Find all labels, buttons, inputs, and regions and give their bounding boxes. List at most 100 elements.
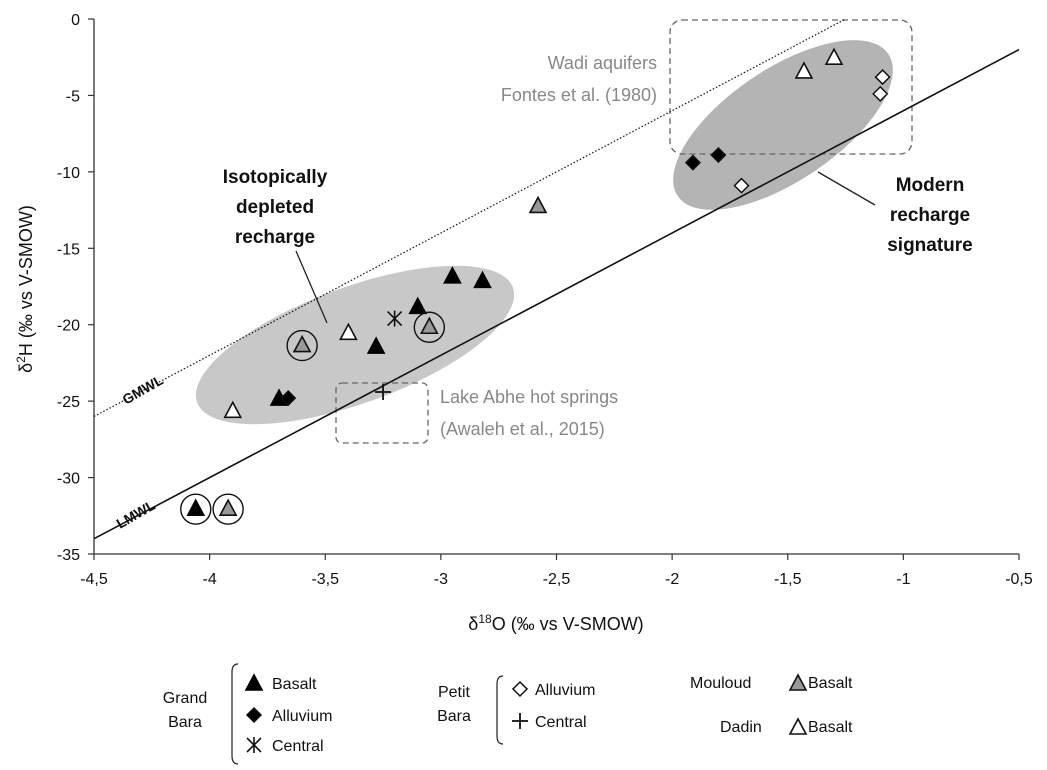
triangle-shape — [186, 498, 206, 516]
legend-item-petit-bara-alluvium: Alluvium — [535, 682, 595, 699]
dadin-basalt-point — [824, 47, 844, 66]
legend-group-petit-bara-line2: Bara — [437, 708, 471, 725]
petit-bara-alluvium-point — [872, 85, 889, 102]
modern-label-line1: Modern — [896, 175, 965, 196]
depleted-recharge-ellipse — [195, 265, 515, 425]
triangle-shape — [292, 334, 312, 353]
triangle-shape — [218, 498, 238, 516]
wadi-label-line1: Wadi aquifers — [548, 53, 657, 73]
grand-bara-alluvium-point — [710, 146, 727, 164]
legend-item-petit-bara-central: Central — [535, 714, 587, 731]
lake-abhe-box — [335, 382, 429, 444]
y-tick-label: 0 — [71, 12, 80, 29]
grand-bara-basalt-point — [473, 270, 492, 289]
legend-markers — [244, 673, 808, 753]
data-markers — [180, 47, 891, 525]
axes: -4,5 -4 -3,5 -3 -2,5 -2 -1,5 -1 -0,5 0 -5 -10 -15 -20… — [57, 12, 1033, 588]
x-tick-label: -2 — [665, 571, 679, 588]
legend-item-grand-bara-basalt: Basalt — [272, 676, 317, 693]
lmwl-label: LMWL — [114, 497, 159, 532]
triangle-shape — [528, 195, 548, 214]
diamond-shape — [280, 390, 297, 407]
reference-lines — [93, 18, 1020, 540]
y-tick-label: -30 — [57, 471, 80, 488]
modern-label-line3: signature — [887, 235, 973, 256]
diamond-shape — [874, 69, 891, 86]
triangle-shape — [366, 336, 386, 354]
diamond-shape — [511, 680, 529, 698]
lake-label-line1: Lake Abhe hot springs — [440, 387, 618, 407]
y-tick-label: -15 — [57, 241, 80, 258]
wadi-aquifers-box — [669, 19, 913, 155]
legend-group-mouloud: Mouloud — [690, 675, 751, 692]
triangle-shape — [419, 316, 439, 335]
depleted-label-line2: depleted — [236, 197, 314, 218]
legend-group-petit-bara-line1: Petit — [438, 684, 471, 701]
wadi-label-line2: Fontes et al. (1980) — [501, 85, 657, 105]
legend-bracket-petit-bara — [496, 675, 504, 745]
annotation-shapes — [195, 19, 913, 444]
y-tick-label: -35 — [57, 547, 80, 564]
y-tick-label: -25 — [57, 394, 80, 411]
highlight-circle — [180, 493, 212, 525]
x-axis-title: δ18O (‰ vs V-SMOW) — [468, 612, 643, 634]
grand-bara-basalt-point — [443, 266, 462, 284]
dadin-basalt-point — [339, 322, 358, 341]
legend-marker-mouloud-basalt — [788, 673, 808, 691]
legend-marker-dadin-basalt — [788, 717, 808, 735]
legend-item-mouloud-basalt: Basalt — [808, 675, 853, 692]
diamond-shape — [245, 706, 263, 724]
petit-bara-central-point — [375, 383, 392, 400]
x-tick-label: -1 — [896, 571, 910, 588]
mouloud-basalt-point — [218, 498, 238, 516]
triangle-shape — [223, 400, 243, 419]
x-tick-label: -4 — [203, 571, 217, 588]
legend-marker-grand-bara-alluvium — [245, 706, 263, 724]
highlight-circle — [286, 329, 318, 362]
diamond-shape — [684, 154, 701, 171]
mouloud-basalt-point — [419, 316, 439, 335]
depleted-label-line1: Isotopically — [223, 167, 328, 188]
y-tick-label: -5 — [66, 88, 80, 105]
triangle-shape — [408, 296, 428, 315]
modern-label-line2: recharge — [890, 205, 970, 226]
x-tick-label: -4,5 — [80, 571, 108, 588]
legend-item-grand-bara-alluvium: Alluvium — [272, 708, 332, 725]
grand-bara-alluvium-point — [280, 390, 297, 407]
legend-group-grand-bara-line2: Bara — [168, 714, 202, 731]
depleted-leader-line — [295, 250, 328, 324]
triangle-shape — [473, 270, 492, 289]
mouloud-basalt-point — [292, 334, 312, 353]
mouloud-basalt-point — [528, 195, 548, 214]
depleted-label-line3: recharge — [235, 227, 315, 248]
legend-marker-grand-bara-central — [246, 737, 262, 753]
x-tick-label: -2,5 — [543, 571, 571, 588]
dadin-basalt-point — [794, 61, 814, 79]
triangle-shape — [443, 266, 462, 284]
y-tick-label: -10 — [57, 165, 80, 182]
gmwl-line — [93, 18, 846, 417]
diamond-shape — [872, 85, 889, 102]
lake-label-line2: (Awaleh et al., 2015) — [440, 419, 605, 439]
dadin-basalt-point — [223, 400, 243, 419]
legend-marker-grand-bara-basalt — [244, 673, 264, 691]
legend: Grand Bara Basalt Alluvium Central Petit… — [163, 663, 853, 765]
legend-item-grand-bara-central: Central — [272, 738, 324, 755]
legend-bracket-grand-bara — [231, 663, 239, 765]
modern-recharge-ellipse — [673, 40, 893, 210]
legend-marker-petit-bara-central — [512, 713, 528, 729]
modern-leader-line — [817, 171, 876, 206]
triangle-shape — [788, 717, 808, 735]
x-tick-label: -3 — [434, 571, 448, 588]
grand-bara-basalt-point — [366, 336, 386, 354]
triangle-shape — [794, 61, 814, 79]
legend-group-dadin: Dadin — [720, 719, 762, 736]
grand-bara-alluvium-point — [684, 154, 701, 171]
x-tick-label: -1,5 — [774, 571, 802, 588]
legend-item-dadin-basalt: Basalt — [808, 719, 853, 736]
lmwl-line — [93, 48, 1020, 540]
x-tick-label: -3,5 — [311, 571, 339, 588]
petit-bara-alluvium-point — [874, 69, 891, 86]
triangle-shape — [788, 673, 808, 691]
grand-bara-basalt-point — [408, 296, 428, 315]
